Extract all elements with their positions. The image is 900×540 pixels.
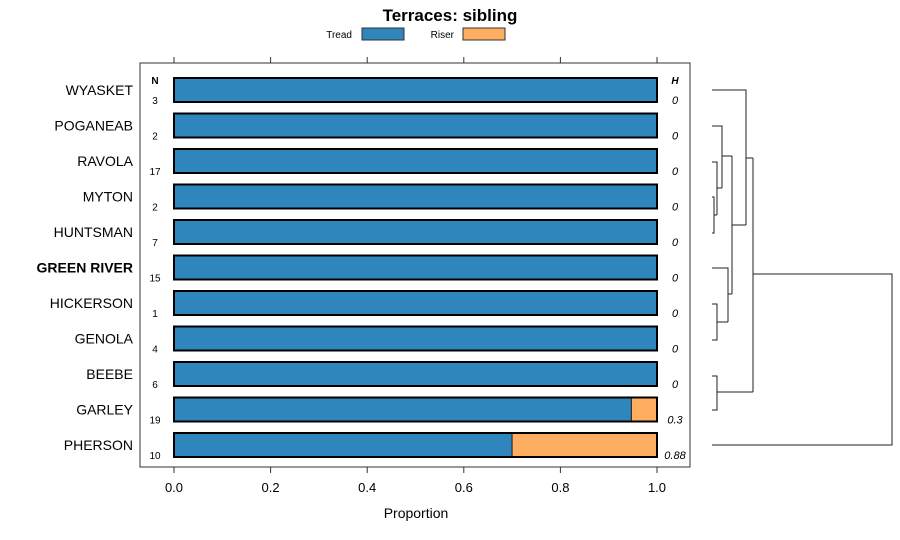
h-value: 0: [672, 202, 679, 214]
category-label: HUNTSMAN: [54, 224, 133, 240]
bar-outline: [173, 77, 658, 103]
category-label: PHERSON: [64, 437, 133, 453]
n-value: 19: [149, 416, 161, 427]
category-label: WYASKET: [66, 82, 134, 98]
n-header: N: [151, 76, 158, 87]
bar-outline: [173, 432, 658, 458]
bar-tread: [173, 397, 632, 422]
x-tick-label: 0.2: [262, 480, 280, 495]
bar-riser: [630, 397, 658, 422]
h-header: H: [671, 76, 679, 87]
bar-riser: [511, 432, 658, 458]
bar-outline: [173, 112, 658, 139]
legend-swatch-tread: [361, 27, 405, 41]
category-label: BEEBE: [86, 366, 133, 382]
bar-outline: [173, 254, 658, 281]
n-value: 17: [149, 167, 161, 178]
n-value: 7: [152, 238, 158, 249]
bar-outline: [173, 148, 658, 174]
h-value: 0: [672, 237, 679, 249]
x-axis-label: Proportion: [384, 505, 449, 521]
n-value: 1: [152, 309, 158, 320]
h-value: 0: [672, 166, 679, 178]
h-value: 0: [672, 308, 679, 320]
x-tick-label: 1.0: [648, 480, 666, 495]
bar-outline: [173, 325, 658, 352]
category-label: GREEN RIVER: [37, 260, 133, 276]
category-label: RAVOLA: [77, 153, 133, 169]
h-value: 0: [672, 379, 679, 391]
category-label: MYTON: [83, 189, 133, 205]
plot-frame: [139, 62, 691, 468]
x-tick-label: 0.0: [165, 480, 183, 495]
bar-tread: [173, 148, 658, 174]
bar-tread: [173, 113, 658, 138]
bar-tread: [173, 219, 658, 245]
category-label: GENOLA: [75, 331, 134, 347]
n-value: 10: [149, 451, 161, 462]
n-value: 15: [149, 274, 161, 285]
bar-tread: [173, 290, 658, 316]
bar-tread: [173, 432, 513, 458]
category-label: HICKERSON: [50, 295, 133, 311]
h-value: 0.88: [664, 450, 686, 462]
n-value: 2: [152, 203, 158, 214]
category-label: POGANEAB: [54, 118, 133, 134]
dendrogram: [712, 89, 893, 446]
chart-title: Terraces: sibling: [383, 6, 518, 25]
x-tick-label: 0.6: [455, 480, 473, 495]
h-value: 0: [672, 344, 679, 356]
legend-swatch-riser: [462, 27, 506, 41]
h-value: 0: [672, 131, 679, 143]
legend-label-riser: Riser: [431, 30, 455, 41]
h-value: 0.3: [667, 415, 683, 427]
n-value: 2: [152, 132, 158, 143]
h-value: 0: [672, 273, 679, 285]
n-value: 3: [152, 96, 158, 107]
category-label: GARLEY: [76, 402, 133, 418]
bar-tread: [173, 77, 658, 103]
n-value: 4: [152, 345, 158, 356]
bar-tread: [173, 326, 658, 351]
x-tick-label: 0.8: [551, 480, 569, 495]
legend: Tread Riser: [326, 27, 506, 41]
bar-tread: [173, 184, 658, 209]
bar-outline: [173, 361, 658, 387]
bar-outline: [173, 183, 658, 210]
bar-tread: [173, 255, 658, 280]
bar-tread: [173, 361, 658, 387]
legend-label-tread: Tread: [326, 30, 352, 41]
bar-outline: [173, 396, 658, 423]
h-value: 0: [672, 95, 679, 107]
n-value: 6: [152, 380, 158, 391]
bar-outline: [173, 290, 658, 316]
bar-outline: [173, 219, 658, 245]
x-tick-label: 0.4: [358, 480, 376, 495]
